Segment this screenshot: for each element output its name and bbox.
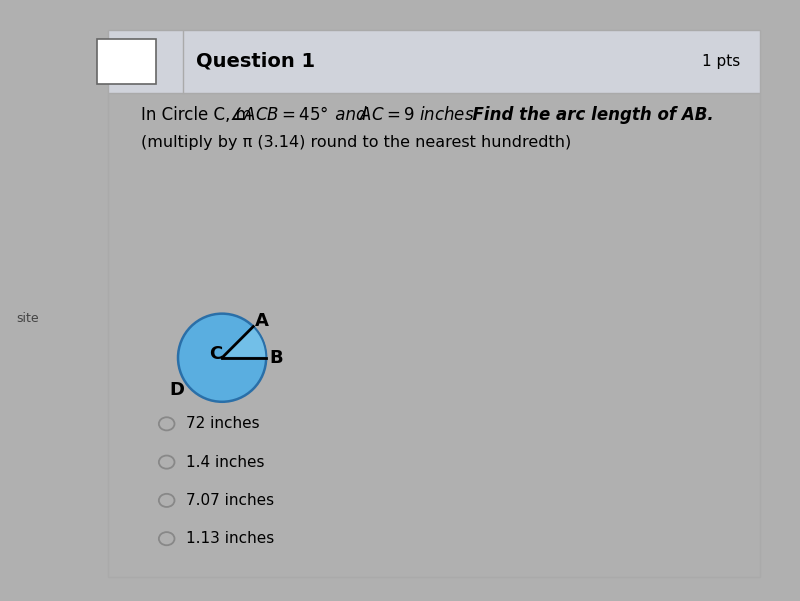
Text: $AC = 9$ inches.: $AC = 9$ inches. bbox=[359, 106, 478, 124]
Text: In Circle C, m: In Circle C, m bbox=[141, 106, 251, 124]
Text: B: B bbox=[269, 349, 282, 367]
Text: C: C bbox=[209, 345, 222, 363]
FancyBboxPatch shape bbox=[98, 39, 156, 84]
Text: $\angle ACB = 45°$: $\angle ACB = 45°$ bbox=[229, 106, 328, 124]
Text: Find the arc length of AB.: Find the arc length of AB. bbox=[462, 106, 714, 124]
Text: 1 pts: 1 pts bbox=[702, 54, 741, 69]
Text: 1.13 inches: 1.13 inches bbox=[186, 531, 274, 546]
Text: D: D bbox=[170, 380, 185, 398]
Text: Question 1: Question 1 bbox=[196, 52, 315, 71]
Text: (multiply by π (3.14) round to the nearest hundredth): (multiply by π (3.14) round to the neare… bbox=[141, 135, 571, 150]
Text: A: A bbox=[255, 313, 269, 331]
FancyBboxPatch shape bbox=[108, 30, 760, 93]
Text: and: and bbox=[330, 106, 371, 124]
Wedge shape bbox=[222, 326, 266, 358]
Text: site: site bbox=[16, 312, 38, 325]
Text: 72 inches: 72 inches bbox=[186, 416, 260, 432]
Text: 7.07 inches: 7.07 inches bbox=[186, 493, 274, 508]
Circle shape bbox=[178, 314, 266, 402]
Text: 1.4 inches: 1.4 inches bbox=[186, 454, 265, 469]
